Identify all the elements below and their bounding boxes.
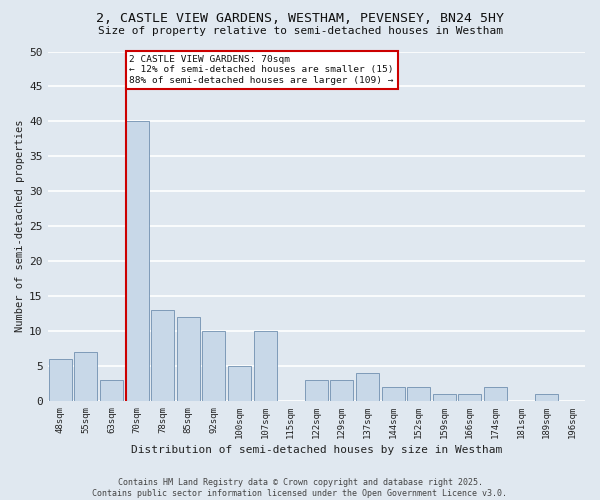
Bar <box>484 387 507 401</box>
Bar <box>305 380 328 401</box>
X-axis label: Distribution of semi-detached houses by size in Westham: Distribution of semi-detached houses by … <box>131 445 502 455</box>
Bar <box>151 310 174 401</box>
Bar <box>177 317 200 401</box>
Bar <box>331 380 353 401</box>
Text: Contains HM Land Registry data © Crown copyright and database right 2025.
Contai: Contains HM Land Registry data © Crown c… <box>92 478 508 498</box>
Bar <box>74 352 97 401</box>
Bar <box>228 366 251 401</box>
Text: 2 CASTLE VIEW GARDENS: 70sqm
← 12% of semi-detached houses are smaller (15)
88% : 2 CASTLE VIEW GARDENS: 70sqm ← 12% of se… <box>130 55 394 85</box>
Text: Size of property relative to semi-detached houses in Westham: Size of property relative to semi-detach… <box>97 26 503 36</box>
Bar <box>202 331 226 401</box>
Bar <box>356 373 379 401</box>
Bar <box>458 394 481 401</box>
Y-axis label: Number of semi-detached properties: Number of semi-detached properties <box>15 120 25 332</box>
Bar <box>433 394 456 401</box>
Bar <box>125 122 149 401</box>
Bar <box>382 387 404 401</box>
Text: 2, CASTLE VIEW GARDENS, WESTHAM, PEVENSEY, BN24 5HY: 2, CASTLE VIEW GARDENS, WESTHAM, PEVENSE… <box>96 12 504 26</box>
Bar <box>100 380 123 401</box>
Bar <box>254 331 277 401</box>
Bar <box>407 387 430 401</box>
Bar <box>535 394 558 401</box>
Bar <box>49 359 72 401</box>
